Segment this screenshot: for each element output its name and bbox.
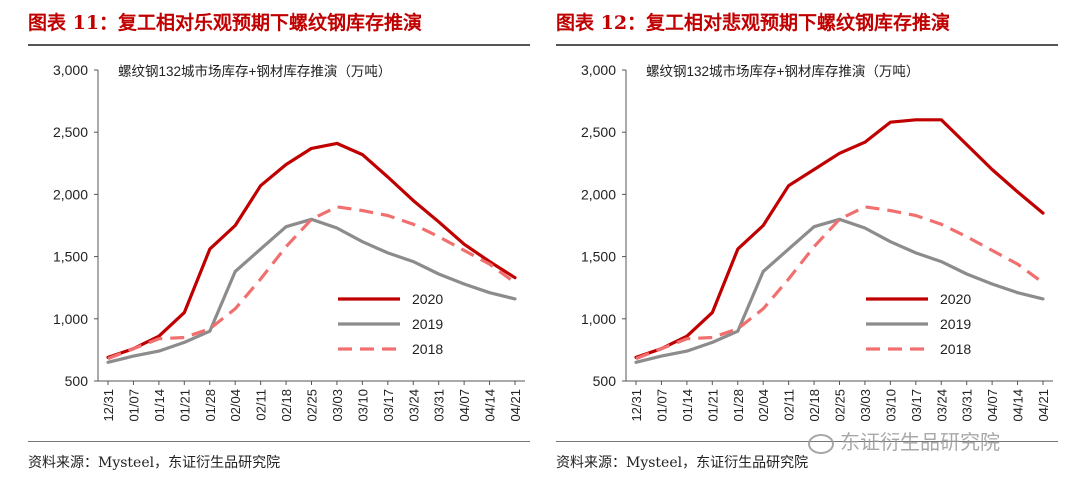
x-tick-label: 01/21	[177, 389, 192, 422]
y-tick-label: 1,500	[53, 249, 88, 265]
title-rule	[556, 44, 1058, 46]
x-tick-label: 01/14	[152, 389, 167, 422]
legend-label-2018: 2018	[412, 341, 443, 357]
y-tick-label: 2,000	[53, 186, 88, 202]
x-tick-label: 03/03	[330, 389, 345, 422]
series-line-2019	[106, 217, 517, 364]
series-line-2018	[107, 205, 516, 361]
x-tick-label: 01/14	[680, 389, 695, 422]
x-tick-label: 01/07	[654, 389, 669, 422]
watermark-text: 东证衍生品研究院	[840, 430, 1000, 454]
x-tick-label: 01/28	[731, 389, 746, 422]
y-tick-label: 500	[593, 373, 617, 389]
x-tick-label: 02/25	[833, 389, 848, 422]
x-tick-label: 04/14	[1011, 389, 1026, 422]
source-rule	[28, 441, 530, 442]
line-chart-11: 500 1,000 1,500 2,000 2,500 3,000 12/31 01/07 01…	[53, 62, 525, 422]
x-tick-label: 04/07	[457, 389, 472, 422]
y-tick-label: 2,000	[581, 186, 616, 202]
x-tick-label: 02/04	[756, 389, 771, 422]
series-line-2020	[106, 141, 517, 359]
series-line-2020	[634, 118, 1045, 359]
x-tick-label: 02/11	[782, 389, 797, 421]
x-tick-label: 12/31	[629, 389, 644, 422]
y-tick-label: 3,000	[581, 62, 616, 78]
figure-title: 图表 11：复工相对乐观预期下螺纹钢库存推演	[28, 12, 423, 34]
x-tick-label: 03/17	[909, 389, 924, 422]
y-tick-label: 3,000	[53, 62, 88, 78]
legend-label-2020: 2020	[940, 291, 971, 307]
source-note: 资料来源：Mysteel，东证衍生品研究院	[556, 455, 809, 471]
x-tick-label: 02/11	[254, 389, 269, 421]
legend-label-2019: 2019	[940, 316, 971, 332]
x-tick-label: 02/25	[305, 389, 320, 422]
y-tick-label: 1,000	[581, 311, 616, 327]
source-note: 资料来源：Mysteel，东证衍生品研究院	[28, 455, 281, 471]
chart-panel-12: 图表 12：复工相对悲观预期下螺纹钢库存推演 500 1,000 1,500 2,00…	[548, 0, 1068, 490]
x-tick-label: 03/31	[960, 389, 975, 422]
x-tick-label: 02/04	[228, 389, 243, 422]
y-tick-label: 1,000	[53, 311, 88, 327]
chart-panel-11: 图表 11：复工相对乐观预期下螺纹钢库存推演 500 1,000 1,500 2,00…	[20, 0, 540, 490]
x-tick-label: 04/21	[1036, 389, 1051, 422]
x-tick-label: 04/21	[508, 389, 523, 422]
x-tick-label: 12/31	[101, 389, 116, 422]
x-tick-label: 03/31	[432, 389, 447, 422]
x-tick-label: 03/24	[406, 389, 421, 422]
title-rule	[28, 44, 530, 46]
series-line-2019	[634, 217, 1045, 364]
legend-label-2020: 2020	[412, 291, 443, 307]
x-tick-label: 03/10	[355, 389, 370, 422]
x-tick-label: 03/03	[858, 389, 873, 422]
x-tick-label: 01/28	[203, 389, 218, 422]
watermark: 东证衍生品研究院	[808, 426, 1000, 455]
y-tick-label: 1,500	[581, 249, 616, 265]
figure-title: 图表 12：复工相对悲观预期下螺纹钢库存推演	[556, 12, 951, 34]
chart-subtitle: 螺纹钢132城市场库存+钢材库存推演（万吨）	[118, 63, 391, 79]
legend-label-2019: 2019	[412, 316, 443, 332]
x-tick-label: 03/10	[883, 389, 898, 422]
y-tick-label: 500	[65, 373, 89, 389]
x-tick-label: 04/07	[985, 389, 1000, 422]
legend-label-2018: 2018	[940, 341, 971, 357]
x-tick-label: 03/17	[381, 389, 396, 422]
series-line-2018	[635, 205, 1044, 361]
x-tick-label: 02/18	[807, 389, 822, 422]
y-tick-label: 2,500	[53, 124, 88, 140]
wechat-icon	[808, 433, 834, 454]
y-tick-label: 2,500	[581, 124, 616, 140]
x-tick-label: 04/14	[483, 389, 498, 422]
line-chart-12: 500 1,000 1,500 2,000 2,500 3,000 12/31 01/07 01…	[581, 62, 1053, 422]
x-tick-label: 03/24	[934, 389, 949, 422]
x-tick-label: 01/07	[126, 389, 141, 422]
x-tick-label: 01/21	[705, 389, 720, 422]
chart-subtitle: 螺纹钢132城市场库存+钢材库存推演（万吨）	[646, 63, 919, 79]
x-tick-label: 02/18	[279, 389, 294, 422]
source-rule	[556, 441, 1058, 442]
